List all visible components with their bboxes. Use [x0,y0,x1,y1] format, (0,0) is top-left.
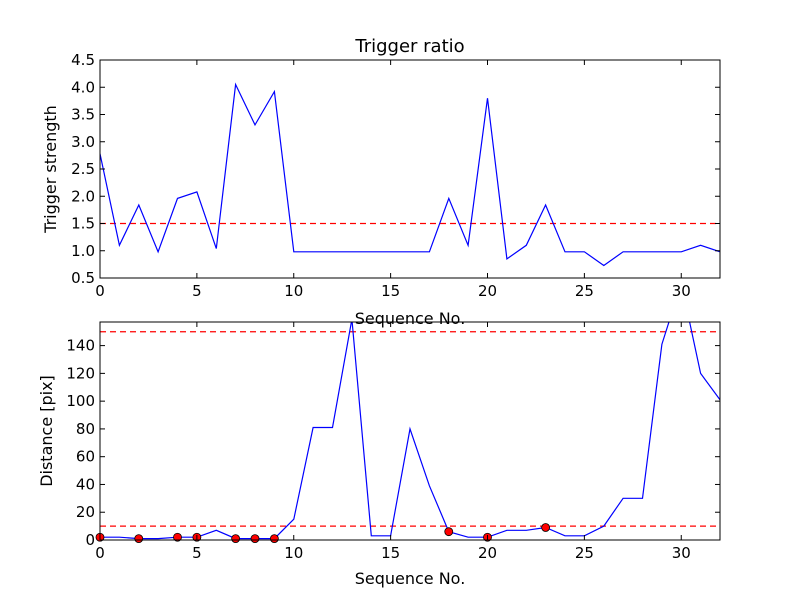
top-y-tick-label: 2.0 [71,187,95,205]
bottom-marker-point [269,534,279,544]
bottom-series-layer [100,322,720,540]
top-y-tick-label: 3.0 [71,133,95,151]
bottom-marker-point [134,534,144,544]
top-axes-frame [99,59,721,279]
bottom-x-tick-label: 10 [284,544,303,562]
top-x-tick-label: 15 [381,282,400,300]
top-x-axis-label: Sequence No. [355,309,466,328]
bottom-y-tick-label: 20 [76,503,95,521]
bottom-series-line-0 [100,322,720,540]
top-chart-title: Trigger ratio [354,36,464,57]
top-series-line-0 [100,82,720,267]
bottom-y-tick-label: 120 [66,364,95,382]
bottom-x-tick-label: 30 [672,544,691,562]
bottom-axes-frame [99,321,721,541]
bottom-panel: 0 5 10 15 20 25 30 0 20 40 60 80 100 120 140 Sequence … [37,321,721,588]
bottom-y-tick-label: 40 [76,475,95,493]
bottom-y-tick-label: 0 [85,531,95,549]
bottom-marker-point [173,532,182,542]
top-y-tick-label: 4.5 [71,51,95,69]
top-y-tick-label: 2.5 [71,160,95,178]
top-y-tick-label: 3.5 [71,106,95,124]
top-x-tick-label: 5 [192,282,202,300]
bottom-x-tick-label: 15 [381,544,400,562]
bottom-x-tick-label: 25 [575,544,594,562]
bottom-marker-point [541,523,551,532]
bottom-marker-point [444,527,454,537]
top-y-axis-label: Trigger strength [41,105,60,234]
bottom-x-axis-label: Sequence No. [355,569,466,588]
top-y-tick-label: 0.5 [71,269,95,287]
bottom-x-tick-label: 20 [478,544,497,562]
top-y-tick-label: 1.0 [71,242,95,260]
top-x-tick-label: 25 [575,282,594,300]
top-plot-area: 0 5 10 15 20 25 30 0.5 1.0 1.5 2.0 2.5 3.0 3.5 4.0 4.5 [71,51,721,300]
bottom-marker-point [250,534,260,544]
bottom-x-tick-label: 5 [192,544,202,562]
top-y-tick-label: 1.5 [71,215,95,233]
bottom-y-tick-label: 140 [66,337,95,355]
bottom-y-tick-label: 80 [76,420,95,438]
bottom-x-tick-label: 0 [95,544,105,562]
bottom-y-tick-label: 60 [76,448,95,466]
top-series-layer [100,82,720,267]
bottom-y-axis-label: Distance [pix] [37,375,56,487]
top-panel: Trigger ratio 0 5 10 15 20 25 30 0.5 1.0 1.5 2.0 2.… [41,36,721,328]
top-x-tick-label: 20 [478,282,497,300]
bottom-marker-point [231,534,241,544]
top-x-tick-label: 0 [95,282,105,300]
top-x-tick-label: 30 [672,282,691,300]
bottom-plot-area: 0 5 10 15 20 25 30 0 20 40 60 80 100 120 140 [66,321,721,562]
top-y-tick-label: 4.0 [71,78,95,96]
top-x-tick-label: 10 [284,282,303,300]
bottom-y-tick-label: 100 [66,392,95,410]
